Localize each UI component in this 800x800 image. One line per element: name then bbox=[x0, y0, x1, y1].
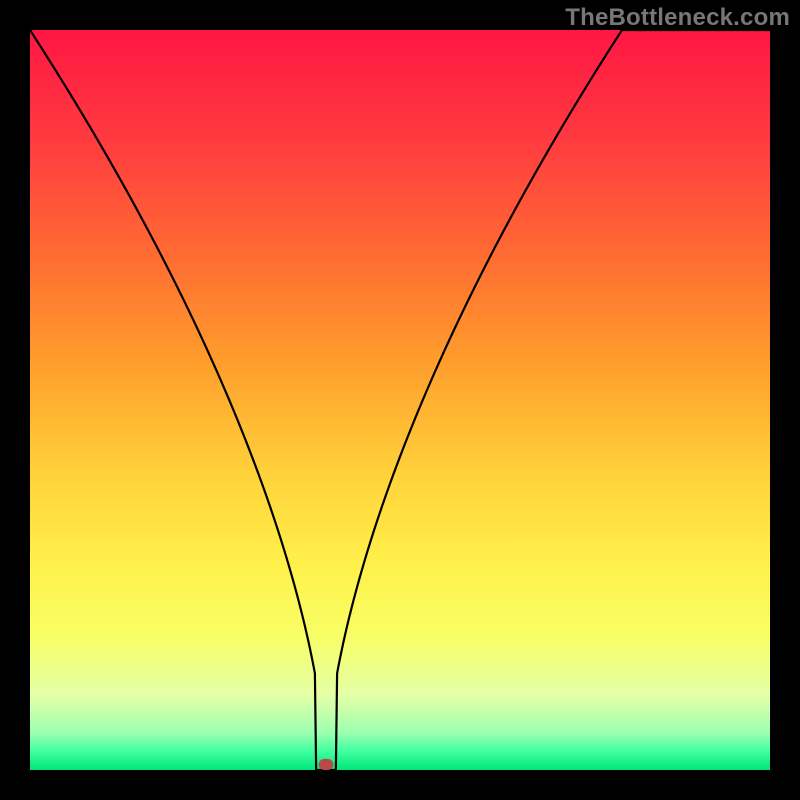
bottleneck-marker bbox=[319, 759, 334, 770]
gradient-background bbox=[30, 30, 770, 770]
watermark-text: TheBottleneck.com bbox=[565, 4, 790, 32]
bottleneck-chart bbox=[30, 30, 770, 770]
